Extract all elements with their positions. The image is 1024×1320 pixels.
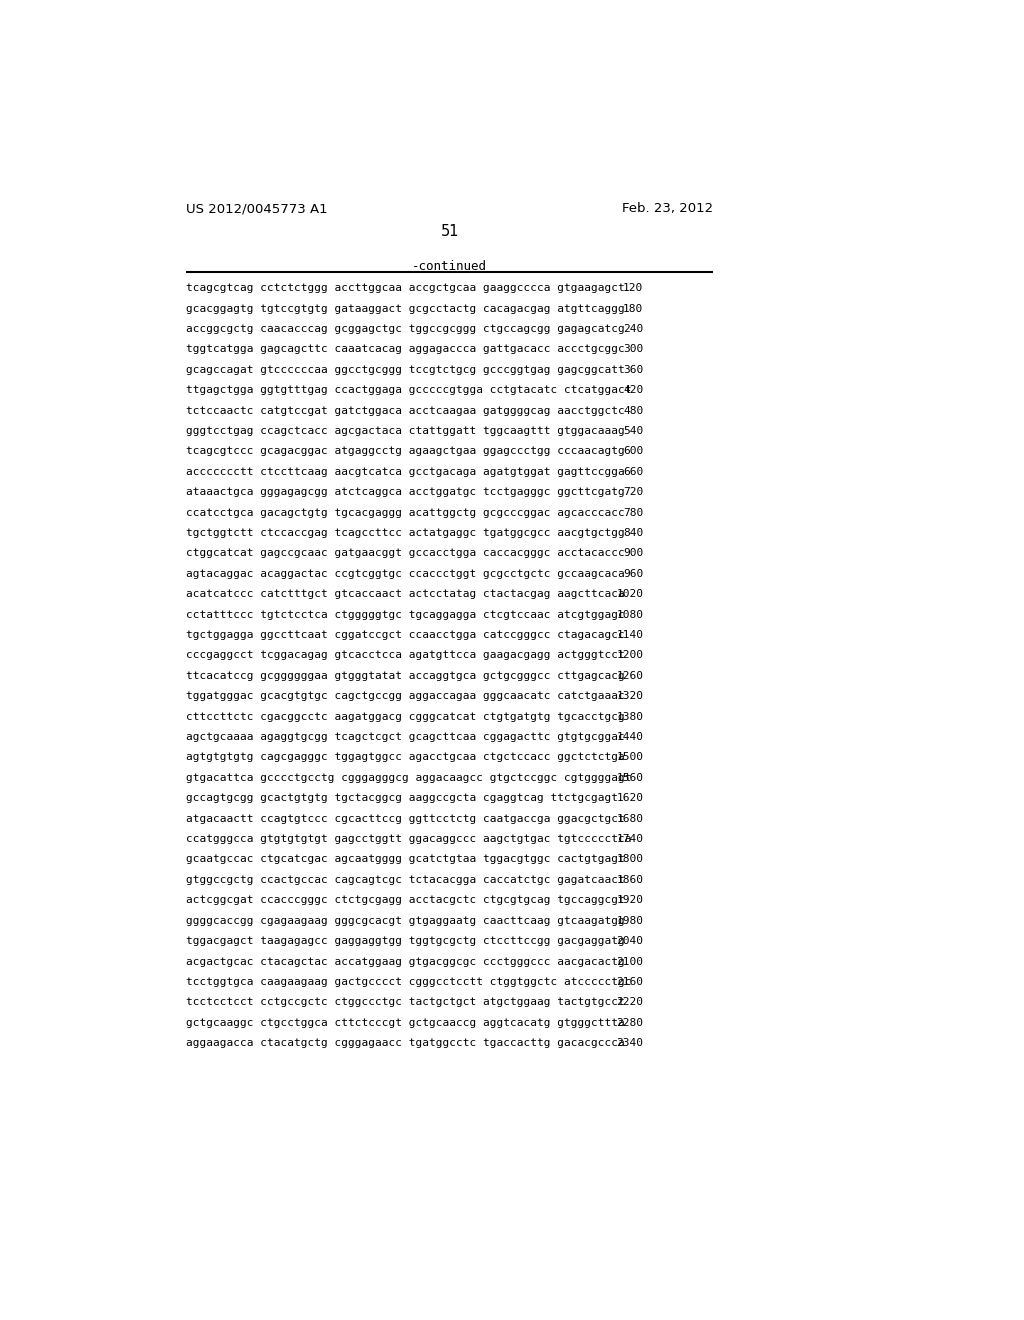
- Text: gtgacattca gcccctgcctg cgggagggcg aggacaagcc gtgctccggc cgtggggagt: gtgacattca gcccctgcctg cgggagggcg aggaca…: [186, 774, 632, 783]
- Text: acgactgcac ctacagctac accatggaag gtgacggcgc ccctgggccc aacgacactg: acgactgcac ctacagctac accatggaag gtgacgg…: [186, 957, 625, 966]
- Text: tgctggtctt ctccaccgag tcagccttcc actatgaggc tgatggcgcc aacgtgctgg: tgctggtctt ctccaccgag tcagccttcc actatga…: [186, 528, 625, 539]
- Text: gggtcctgag ccagctcacc agcgactaca ctattggatt tggcaagttt gtggacaaag: gggtcctgag ccagctcacc agcgactaca ctattgg…: [186, 426, 625, 436]
- Text: 1320: 1320: [616, 692, 643, 701]
- Text: tcagcgtccc gcagacggac atgaggcctg agaagctgaa ggagccctgg cccaacagtg: tcagcgtccc gcagacggac atgaggcctg agaagct…: [186, 446, 625, 457]
- Text: tcagcgtcag cctctctggg accttggcaa accgctgcaa gaaggcccca gtgaagagct: tcagcgtcag cctctctggg accttggcaa accgctg…: [186, 284, 625, 293]
- Text: -continued: -continued: [412, 260, 487, 273]
- Text: tggtcatgga gagcagcttc caaatcacag aggagaccca gattgacacc accctgcggc: tggtcatgga gagcagcttc caaatcacag aggagac…: [186, 345, 625, 354]
- Text: cctatttccc tgtctcctca ctgggggtgc tgcaggagga ctcgtccaac atcgtggagc: cctatttccc tgtctcctca ctgggggtgc tgcagga…: [186, 610, 625, 619]
- Text: 2100: 2100: [616, 957, 643, 966]
- Text: ccatgggcca gtgtgtgtgt gagcctggtt ggacaggccc aagctgtgac tgtccccctca: ccatgggcca gtgtgtgtgt gagcctggtt ggacagg…: [186, 834, 632, 843]
- Text: Feb. 23, 2012: Feb. 23, 2012: [622, 202, 713, 215]
- Text: tcctcctcct cctgccgctc ctggccctgc tactgctgct atgctggaag tactgtgcct: tcctcctcct cctgccgctc ctggccctgc tactgct…: [186, 998, 625, 1007]
- Text: tggatgggac gcacgtgtgc cagctgccgg aggaccagaa gggcaacatc catctgaaac: tggatgggac gcacgtgtgc cagctgccgg aggacca…: [186, 692, 625, 701]
- Text: 240: 240: [624, 323, 643, 334]
- Text: 420: 420: [624, 385, 643, 395]
- Text: 1500: 1500: [616, 752, 643, 763]
- Text: actcggcgat ccacccgggc ctctgcgagg acctacgctc ctgcgtgcag tgccaggcgt: actcggcgat ccacccgggc ctctgcgagg acctacg…: [186, 895, 625, 906]
- Text: 720: 720: [624, 487, 643, 498]
- Text: 300: 300: [624, 345, 643, 354]
- Text: 1260: 1260: [616, 671, 643, 681]
- Text: 1020: 1020: [616, 589, 643, 599]
- Text: ataaactgca gggagagcgg atctcaggca acctggatgc tcctgagggc ggcttcgatg: ataaactgca gggagagcgg atctcaggca acctgga…: [186, 487, 625, 498]
- Text: 960: 960: [624, 569, 643, 578]
- Text: tgctggagga ggccttcaat cggatccgct ccaacctgga catccgggcc ctagacagcc: tgctggagga ggccttcaat cggatccgct ccaacct…: [186, 630, 625, 640]
- Text: acatcatccc catctttgct gtcaccaact actcctatag ctactacgag aagcttcaca: acatcatccc catctttgct gtcaccaact actccta…: [186, 589, 625, 599]
- Text: tcctggtgca caagaagaag gactgcccct cgggcctcctt ctggtggctc atccccctgc: tcctggtgca caagaagaag gactgcccct cgggcct…: [186, 977, 632, 987]
- Text: cttccttctc cgacggcctc aagatggacg cgggcatcat ctgtgatgtg tgcacctgcg: cttccttctc cgacggcctc aagatggacg cgggcat…: [186, 711, 625, 722]
- Text: 2340: 2340: [616, 1038, 643, 1048]
- Text: ccatcctgca gacagctgtg tgcacgaggg acattggctg gcgcccggac agcacccacc: ccatcctgca gacagctgtg tgcacgaggg acattgg…: [186, 508, 625, 517]
- Text: 540: 540: [624, 426, 643, 436]
- Text: gcaatgccac ctgcatcgac agcaatgggg gcatctgtaa tggacgtggc cactgtgagt: gcaatgccac ctgcatcgac agcaatgggg gcatctg…: [186, 854, 625, 865]
- Text: accggcgctg caacacccag gcggagctgc tggccgcggg ctgccagcgg gagagcatcg: accggcgctg caacacccag gcggagctgc tggccgc…: [186, 323, 625, 334]
- Text: gcagccagat gtccccccaa ggcctgcggg tccgtctgcg gcccggtgag gagcggcatt: gcagccagat gtccccccaa ggcctgcggg tccgtct…: [186, 364, 625, 375]
- Text: 2160: 2160: [616, 977, 643, 987]
- Text: 1380: 1380: [616, 711, 643, 722]
- Text: 1980: 1980: [616, 916, 643, 925]
- Text: 900: 900: [624, 548, 643, 558]
- Text: ctggcatcat gagccgcaac gatgaacggt gccacctgga caccacgggc acctacaccc: ctggcatcat gagccgcaac gatgaacggt gccacct…: [186, 548, 625, 558]
- Text: agtgtgtgtg cagcgagggc tggagtggcc agacctgcaa ctgctccacc ggctctctga: agtgtgtgtg cagcgagggc tggagtggcc agacctg…: [186, 752, 625, 763]
- Text: gtggccgctg ccactgccac cagcagtcgc tctacacgga caccatctgc gagatcaact: gtggccgctg ccactgccac cagcagtcgc tctacac…: [186, 875, 625, 884]
- Text: cccgaggcct tcggacagag gtcacctcca agatgttcca gaagacgagg actgggtcct: cccgaggcct tcggacagag gtcacctcca agatgtt…: [186, 651, 625, 660]
- Text: 2220: 2220: [616, 998, 643, 1007]
- Text: 120: 120: [624, 284, 643, 293]
- Text: atgacaactt ccagtgtccc cgcacttccg ggttcctctg caatgaccga ggacgctgct: atgacaactt ccagtgtccc cgcacttccg ggttcct…: [186, 813, 625, 824]
- Text: 1740: 1740: [616, 834, 643, 843]
- Text: 840: 840: [624, 528, 643, 539]
- Text: 600: 600: [624, 446, 643, 457]
- Text: ttgagctgga ggtgtttgag ccactggaga gcccccgtgga cctgtacatc ctcatggact: ttgagctgga ggtgtttgag ccactggaga gcccccg…: [186, 385, 632, 395]
- Text: 780: 780: [624, 508, 643, 517]
- Text: 360: 360: [624, 364, 643, 375]
- Text: aggaagacca ctacatgctg cgggagaacc tgatggcctc tgaccacttg gacacgccca: aggaagacca ctacatgctg cgggagaacc tgatggc…: [186, 1038, 625, 1048]
- Text: ggggcaccgg cgagaagaag gggcgcacgt gtgaggaatg caacttcaag gtcaagatgg: ggggcaccgg cgagaagaag gggcgcacgt gtgagga…: [186, 916, 625, 925]
- Text: tctccaactc catgtccgat gatctggaca acctcaagaa gatggggcag aacctggctc: tctccaactc catgtccgat gatctggaca acctcaa…: [186, 405, 625, 416]
- Text: 1560: 1560: [616, 774, 643, 783]
- Text: 1860: 1860: [616, 875, 643, 884]
- Text: 1800: 1800: [616, 854, 643, 865]
- Text: agctgcaaaa agaggtgcgg tcagctcgct gcagcttcaa cggagacttc gtgtgcggac: agctgcaaaa agaggtgcgg tcagctcgct gcagctt…: [186, 733, 625, 742]
- Text: 1920: 1920: [616, 895, 643, 906]
- Text: 660: 660: [624, 467, 643, 477]
- Text: 51: 51: [440, 224, 459, 239]
- Text: 1140: 1140: [616, 630, 643, 640]
- Text: 1200: 1200: [616, 651, 643, 660]
- Text: US 2012/0045773 A1: US 2012/0045773 A1: [186, 202, 328, 215]
- Text: ttcacatccg gcggggggaa gtgggtatat accaggtgca gctgcgggcc cttgagcacg: ttcacatccg gcggggggaa gtgggtatat accaggt…: [186, 671, 625, 681]
- Text: 1620: 1620: [616, 793, 643, 804]
- Text: tggacgagct taagagagcc gaggaggtgg tggtgcgctg ctccttccgg gacgaggatg: tggacgagct taagagagcc gaggaggtgg tggtgcg…: [186, 936, 625, 946]
- Text: 180: 180: [624, 304, 643, 314]
- Text: 2280: 2280: [616, 1018, 643, 1028]
- Text: gctgcaaggc ctgcctggca cttctcccgt gctgcaaccg aggtcacatg gtgggcttta: gctgcaaggc ctgcctggca cttctcccgt gctgcaa…: [186, 1018, 625, 1028]
- Text: gccagtgcgg gcactgtgtg tgctacggcg aaggccgcta cgaggtcag ttctgcgagt: gccagtgcgg gcactgtgtg tgctacggcg aaggccg…: [186, 793, 618, 804]
- Text: 1080: 1080: [616, 610, 643, 619]
- Text: accccccctt ctccttcaag aacgtcatca gcctgacaga agatgtggat gagttccgga: accccccctt ctccttcaag aacgtcatca gcctgac…: [186, 467, 625, 477]
- Text: gcacggagtg tgtccgtgtg gataaggact gcgcctactg cacagacgag atgttcaggg: gcacggagtg tgtccgtgtg gataaggact gcgccta…: [186, 304, 625, 314]
- Text: 1680: 1680: [616, 813, 643, 824]
- Text: 2040: 2040: [616, 936, 643, 946]
- Text: 1440: 1440: [616, 733, 643, 742]
- Text: agtacaggac acaggactac ccgtcggtgc ccaccctggt gcgcctgctc gccaagcaca: agtacaggac acaggactac ccgtcggtgc ccaccct…: [186, 569, 625, 578]
- Text: 480: 480: [624, 405, 643, 416]
